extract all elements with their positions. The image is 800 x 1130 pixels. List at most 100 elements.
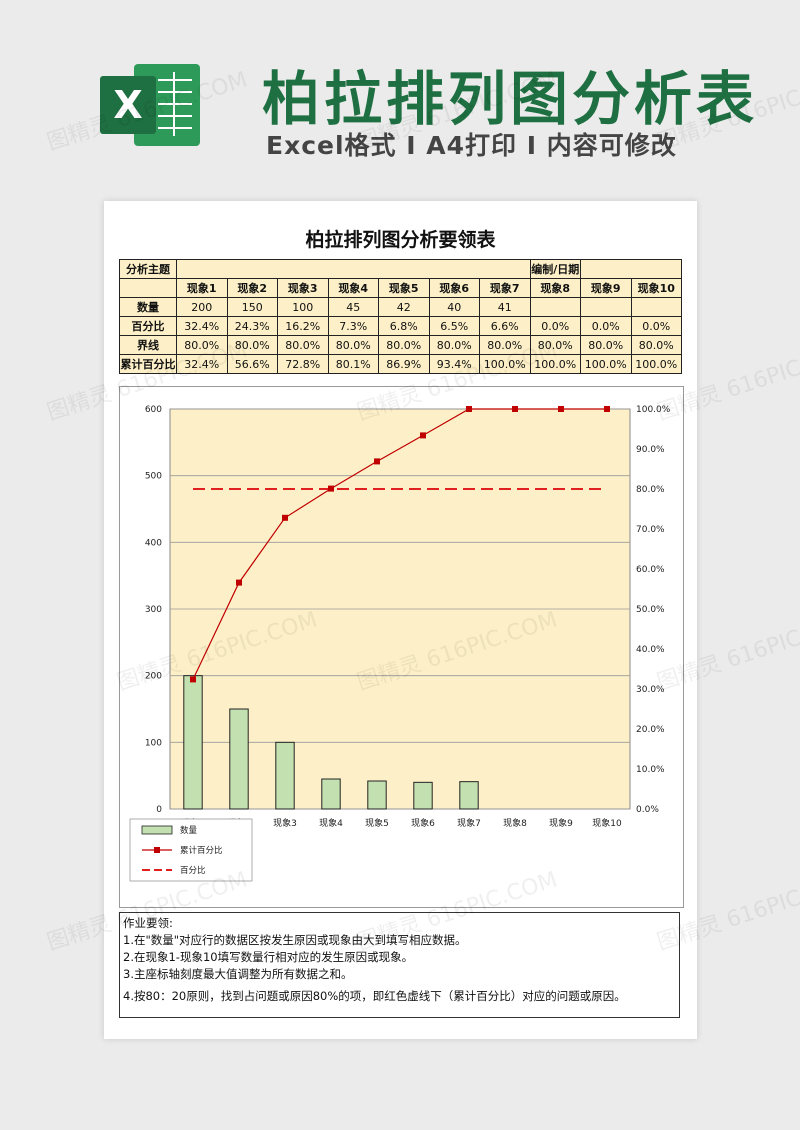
table-cell: 6.6% bbox=[479, 316, 531, 336]
table-cell[interactable]: 200 bbox=[176, 297, 228, 317]
y-left-tick-label: 400 bbox=[145, 538, 162, 548]
y-left-tick-label: 500 bbox=[145, 472, 162, 482]
column-header: 现象9 bbox=[580, 278, 632, 298]
column-header: 现象10 bbox=[630, 278, 682, 298]
row-label: 累计百分比 bbox=[119, 354, 177, 374]
table-header-row: 现象1 现象2 现象3 现象4 现象5 现象6 现象7 现象8 现象9 现象10 bbox=[119, 278, 682, 298]
pareto-chart: 0 100 200 300 400 500 600 0.0% 10.0% 20.0% 30.0% 40… bbox=[119, 386, 684, 908]
y-right-tick-label: 40.0% bbox=[636, 645, 665, 655]
legend-line-marker bbox=[154, 847, 160, 853]
table-cell: 86.9% bbox=[378, 354, 430, 374]
legend-label: 百分比 bbox=[180, 865, 206, 876]
corner-cell bbox=[119, 278, 177, 298]
table-row: 累计百分比 32.4% 56.6% 72.8% 80.1% 86.9% 93.4… bbox=[119, 354, 682, 374]
table-cell: 80.0% bbox=[529, 335, 581, 355]
table-cell: 100.0% bbox=[580, 354, 632, 374]
table-cell: 100.0% bbox=[529, 354, 581, 374]
table-cell: 0.0% bbox=[630, 316, 682, 336]
table-cell: 80.1% bbox=[327, 354, 379, 374]
table-row: 分析主题 编制/日期 bbox=[119, 259, 682, 279]
table-cell[interactable] bbox=[580, 297, 632, 317]
page-subtitle: Excel格式 I A4打印 I 内容可修改 bbox=[266, 131, 677, 160]
row-label: 数量 bbox=[119, 297, 177, 317]
table-cell[interactable]: 41 bbox=[479, 297, 531, 317]
cumulative-point bbox=[420, 432, 426, 439]
table-cell[interactable]: 100 bbox=[277, 297, 329, 317]
bar bbox=[459, 781, 479, 810]
table-cell: 24.3% bbox=[226, 316, 278, 336]
row-label: 百分比 bbox=[119, 316, 177, 336]
instructions-title: 作业要领: bbox=[123, 916, 173, 930]
instructions-box: 作业要领: 1.在"数量"对应行的数据区按发生原因或现象由大到填写相应数据。 2… bbox=[119, 912, 680, 1018]
cumulative-point bbox=[466, 406, 472, 412]
subject-label: 分析主题 bbox=[119, 259, 177, 279]
y-right-tick-label: 90.0% bbox=[636, 445, 665, 455]
table-cell[interactable] bbox=[529, 297, 581, 317]
table-cell: 100.0% bbox=[630, 354, 682, 374]
y-right-tick-label: 30.0% bbox=[636, 685, 665, 695]
bar bbox=[183, 675, 203, 810]
excel-logo-icon: X bbox=[100, 64, 200, 146]
y-right-tick-label: 10.0% bbox=[636, 765, 665, 775]
cumulative-point bbox=[604, 406, 610, 412]
x-tick-label: 现象6 bbox=[411, 817, 435, 829]
table-cell: 80.0% bbox=[428, 335, 480, 355]
row-label: 界线 bbox=[119, 335, 177, 355]
column-header: 现象7 bbox=[479, 278, 531, 298]
x-tick-label: 现象7 bbox=[457, 817, 481, 829]
sheet-title: 柏拉排列图分析要领表 bbox=[305, 229, 496, 251]
logo-letter: X bbox=[113, 83, 142, 127]
cumulative-point bbox=[558, 406, 564, 412]
x-tick-label: 现象5 bbox=[365, 817, 389, 829]
column-header: 现象1 bbox=[176, 278, 228, 298]
instruction-line: 1.在"数量"对应行的数据区按发生原因或现象由大到填写相应数据。 bbox=[123, 933, 467, 947]
column-header: 现象3 bbox=[277, 278, 329, 298]
legend-label: 数量 bbox=[180, 825, 198, 836]
table-cell[interactable]: 45 bbox=[327, 297, 379, 317]
y-right-tick-label: 70.0% bbox=[636, 525, 665, 535]
table-cell: 6.8% bbox=[378, 316, 430, 336]
bar bbox=[367, 780, 387, 810]
y-left-tick-label: 100 bbox=[145, 738, 162, 748]
instruction-line: 2.在现象1-现象10填写数量行相对应的发生原因或现象。 bbox=[123, 950, 414, 964]
table-cell[interactable]: 42 bbox=[378, 297, 430, 317]
table-cell: 80.0% bbox=[277, 335, 329, 355]
cumulative-point bbox=[282, 514, 288, 521]
y-right-tick-label: 0.0% bbox=[636, 805, 659, 815]
chart-svg: 0 100 200 300 400 500 600 0.0% 10.0% 20.0% 30.0% 40… bbox=[129, 405, 671, 882]
bar bbox=[321, 778, 341, 810]
bar bbox=[413, 781, 433, 810]
header: X 柏拉排列图分析表 Excel格式 I A4打印 I 内容可修改 bbox=[0, 0, 800, 195]
editor-value[interactable] bbox=[580, 259, 682, 279]
table-cell: 72.8% bbox=[277, 354, 329, 374]
subject-value[interactable] bbox=[176, 259, 531, 279]
y-right-tick-label: 20.0% bbox=[636, 725, 665, 735]
cumulative-point bbox=[328, 485, 334, 492]
y-left-tick-label: 200 bbox=[145, 672, 162, 682]
table-cell[interactable]: 150 bbox=[226, 297, 278, 317]
x-tick-label: 现象3 bbox=[273, 817, 297, 829]
y-right-tick-label: 50.0% bbox=[636, 605, 665, 615]
y-right-tick-label: 60.0% bbox=[636, 565, 665, 575]
column-header: 现象2 bbox=[226, 278, 278, 298]
x-tick-label: 现象10 bbox=[592, 817, 622, 829]
table-cell: 80.0% bbox=[580, 335, 632, 355]
table-cell: 56.6% bbox=[226, 354, 278, 374]
table-row: 百分比 32.4% 24.3% 16.2% 7.3% 6.8% 6.5% 6.6… bbox=[119, 316, 682, 336]
table-cell: 80.0% bbox=[226, 335, 278, 355]
y-left-tick-label: 600 bbox=[145, 405, 162, 415]
table-cell: 16.2% bbox=[277, 316, 329, 336]
table-row: 界线 80.0% 80.0% 80.0% 80.0% 80.0% 80.0% 8… bbox=[119, 335, 682, 355]
column-header: 现象6 bbox=[428, 278, 480, 298]
table-cell[interactable] bbox=[630, 297, 682, 317]
table-cell: 80.0% bbox=[479, 335, 531, 355]
bar bbox=[275, 741, 295, 810]
cumulative-point bbox=[374, 458, 380, 465]
column-header: 现象4 bbox=[327, 278, 379, 298]
table-cell: 80.0% bbox=[630, 335, 682, 355]
table-cell: 0.0% bbox=[580, 316, 632, 336]
table-cell: 6.5% bbox=[428, 316, 480, 336]
table-cell[interactable]: 40 bbox=[428, 297, 480, 317]
worksheet: 柏拉排列图分析要领表 分析主题 编制/日期 现象1 现象2 现象3 现象4 现象… bbox=[104, 201, 697, 1039]
y-right-tick-label: 100.0% bbox=[636, 405, 671, 415]
